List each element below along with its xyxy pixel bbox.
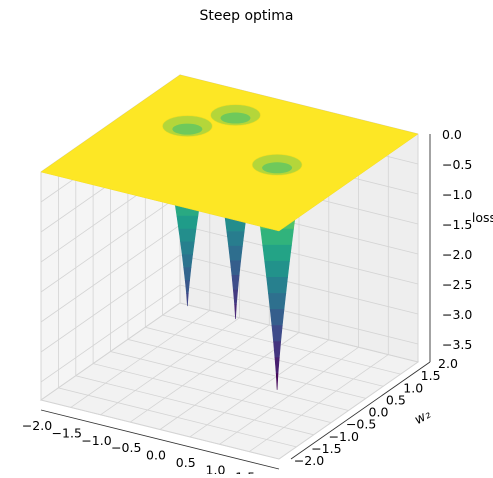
axes xyxy=(40,134,431,470)
grid-line xyxy=(58,159,297,448)
x-tick-label: 1.0 xyxy=(206,462,226,474)
axis-labels: −2.0−1.5−1.0−0.50.00.51.01.52.0−2.0−1.5−… xyxy=(22,127,493,478)
plateau-surface xyxy=(40,74,419,232)
y-tick-label: 2.0 xyxy=(438,356,458,371)
x-axis-line xyxy=(40,409,280,470)
grid-line xyxy=(40,172,280,460)
grid-line xyxy=(40,284,419,383)
y-axis-line xyxy=(290,361,431,460)
x-tick-label: −0.5 xyxy=(111,440,141,455)
well-band xyxy=(234,304,237,320)
z-tick-label: −1.5 xyxy=(442,217,472,232)
y-tick-label: 0.0 xyxy=(369,405,389,420)
well-band xyxy=(266,276,288,294)
well-inner xyxy=(220,112,251,124)
well-band xyxy=(226,231,245,247)
z-axis-title: loss xyxy=(472,210,493,225)
grid-line xyxy=(75,147,314,436)
well-inner xyxy=(172,123,203,135)
y-tick-label: −1.5 xyxy=(311,441,341,456)
well-band xyxy=(181,254,193,268)
grid-line xyxy=(110,123,349,411)
well-band xyxy=(228,245,243,262)
well-band xyxy=(178,228,197,243)
plateau-plane xyxy=(40,74,419,232)
chart-title: Steep optima xyxy=(199,8,294,24)
well-band xyxy=(271,325,283,342)
well-band xyxy=(180,241,195,255)
well-band xyxy=(275,373,279,390)
y-tick-label: −2.0 xyxy=(294,453,324,468)
x-tick-label: 1.5 xyxy=(235,470,255,474)
well-band xyxy=(268,293,287,310)
well-inner xyxy=(262,162,293,174)
z-tick-label: −2.0 xyxy=(442,247,472,262)
well-band xyxy=(176,215,199,230)
y-tick-label: 1.5 xyxy=(421,368,441,383)
y-tick-label: −0.5 xyxy=(346,417,376,432)
z-tick-label: −0.5 xyxy=(442,157,472,172)
well-band xyxy=(260,228,294,246)
x-tick-label: −1.5 xyxy=(52,425,82,440)
well-band xyxy=(231,274,240,291)
x-tick-label: −1.0 xyxy=(81,433,111,448)
z-tick-label: 0.0 xyxy=(442,127,462,142)
z-tick-label: −3.0 xyxy=(442,307,472,322)
y-tick-label: 0.5 xyxy=(386,392,406,407)
y-tick-label: 1.0 xyxy=(403,380,423,395)
z-tick-label: −3.5 xyxy=(442,337,472,352)
z-tick-label: −1.0 xyxy=(442,187,472,202)
z-tick-label: −2.5 xyxy=(442,277,472,292)
well-band xyxy=(273,341,282,359)
y-axis-title: w₂ xyxy=(412,407,433,428)
grid-line xyxy=(92,135,332,423)
well-band xyxy=(229,260,242,276)
x-tick-label: −2.0 xyxy=(22,418,52,433)
well-band xyxy=(262,244,292,262)
well-band xyxy=(183,267,192,281)
well-band xyxy=(186,292,189,307)
x-tick-label: 0.0 xyxy=(146,448,166,463)
x-tick-label: 0.5 xyxy=(176,455,196,470)
well-band xyxy=(264,260,290,278)
well-band xyxy=(269,309,285,326)
y-tick-label: −1.0 xyxy=(329,429,359,444)
grid-line xyxy=(40,254,419,353)
